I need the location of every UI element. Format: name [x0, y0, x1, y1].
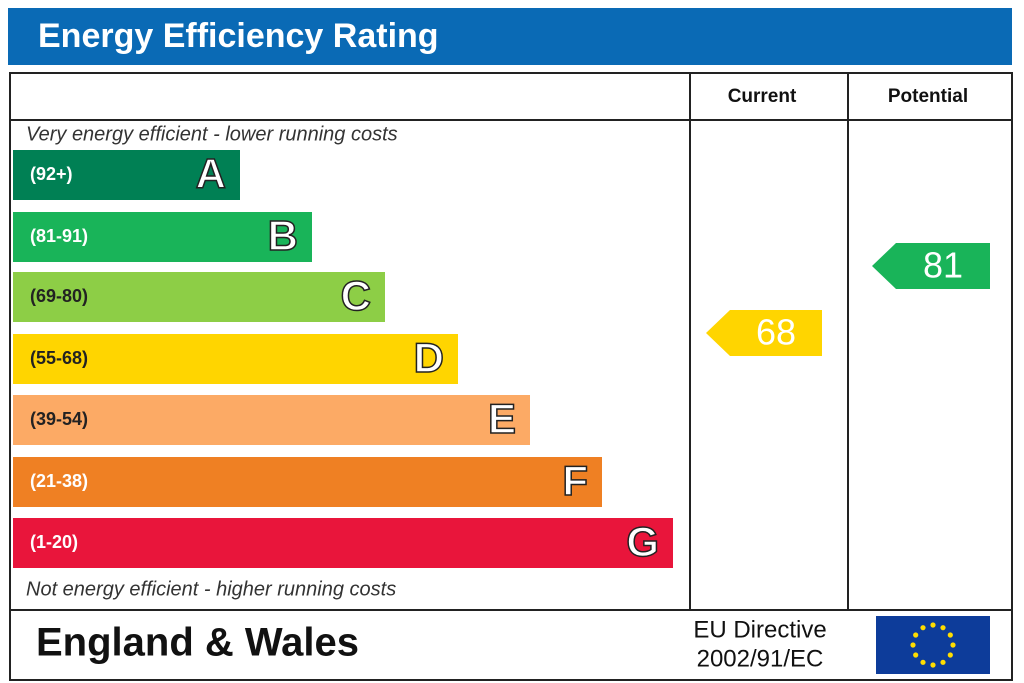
band-bar [13, 457, 602, 507]
eu-star [950, 642, 956, 648]
band-letter: E [488, 395, 516, 442]
title: Energy Efficiency Rating [38, 17, 439, 55]
directive: EU Directive [693, 616, 826, 643]
top-note: Very energy efficient - lower running co… [26, 123, 398, 145]
band-range: (39-54) [30, 409, 88, 429]
band-letter: B [268, 212, 298, 259]
band-bar [13, 334, 458, 384]
eu-star [930, 622, 936, 628]
band-range: (92+) [30, 164, 73, 184]
eu-star [940, 659, 946, 665]
rating-arrow [706, 310, 822, 356]
eu-star [940, 625, 946, 631]
band-letter: F [562, 457, 588, 504]
band-range: (81-91) [30, 226, 88, 246]
eu-star [920, 659, 926, 665]
eu-star [910, 642, 916, 648]
eu-stars [910, 622, 956, 668]
band-range: (1-20) [30, 532, 78, 552]
rating-value: 81 [923, 245, 963, 286]
band-range: (21-38) [30, 471, 88, 491]
bottom-note: Not energy efficient - higher running co… [26, 578, 396, 600]
column-header: Current [728, 86, 797, 107]
band-range: (55-68) [30, 348, 88, 368]
band-letter: G [626, 518, 659, 565]
band-bar [13, 395, 530, 445]
region: England & Wales [36, 621, 359, 665]
eu-star [913, 652, 919, 658]
title-bar [8, 8, 1012, 65]
eu-star [913, 632, 919, 638]
eu-star [930, 662, 936, 668]
column-header: Potential [888, 86, 968, 107]
band-letter: C [341, 272, 371, 319]
band-letter: D [414, 334, 444, 381]
eu-star [947, 652, 953, 658]
eu-star [947, 632, 953, 638]
eu-star [920, 625, 926, 631]
rating-arrow [872, 243, 990, 289]
band-bar [13, 212, 312, 262]
rating-value: 68 [756, 312, 796, 353]
band-range: (69-80) [30, 286, 88, 306]
band-bar [13, 150, 240, 200]
band-letter: A [196, 150, 226, 197]
band-bar [13, 518, 673, 568]
directive: 2002/91/EC [697, 645, 824, 672]
frame [9, 72, 1013, 681]
band-bar [13, 272, 385, 322]
